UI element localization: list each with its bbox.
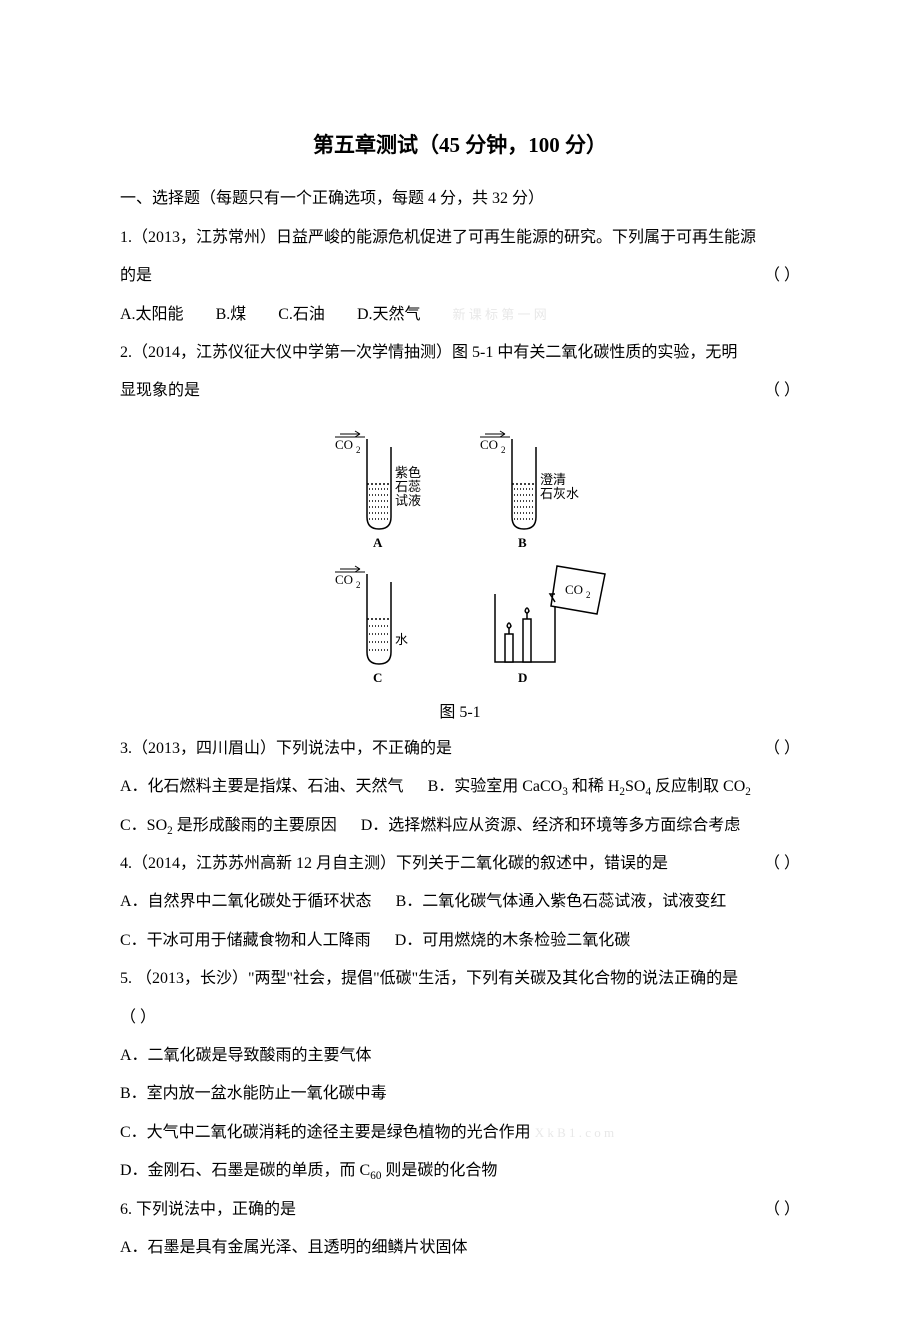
answer-blank: （ ） [764,730,800,768]
q2-stem-end: 显现象的是 [120,372,200,410]
svg-text:石蕊: 石蕊 [395,479,421,494]
svg-text:A: A [373,535,383,550]
svg-text:紫色: 紫色 [395,465,421,480]
svg-text:B: B [518,535,527,550]
q3-opt-a: A．化石燃料主要是指煤、石油、天然气 [120,778,404,795]
svg-text:水: 水 [395,632,408,647]
svg-text:2: 2 [356,445,361,455]
q5-c-text: C．大气中二氧化碳消耗的途径主要是绿色植物的光合作用 [120,1124,531,1141]
q1-options: A.太阳能 B.煤 C.石油 D.天然气 新 课 标 第 一 网 [120,296,800,334]
figure-5-1: CO2 紫色 石蕊 试液 A CO2 [120,419,800,722]
page-title: 第五章测试（45 分钟，100 分） [120,120,800,170]
q5-line2: （ ） [120,999,800,1037]
svg-text:石灰水: 石灰水 [540,486,579,501]
q4-text: 4.（2014，江苏苏州高新 12 月自主测）下列关于二氧化碳的叙述中，错误的是 [120,845,668,883]
page-container: 第五章测试（45 分钟，100 分） 一、选择题（每题只有一个正确选项，每题 4… [0,0,920,1327]
svg-text:CO: CO [480,437,498,452]
q4-opt-d: D．可用燃烧的木条检验二氧化碳 [395,932,631,949]
svg-text:C: C [373,670,382,685]
svg-text:2: 2 [356,580,361,590]
q3-opt-d: D．选择燃料应从资源、经济和环境等多方面综合考虑 [361,817,741,834]
q1-opt-c: C.石油 [278,306,325,323]
q5-opt-c: C．大气中二氧化碳消耗的途径主要是绿色植物的光合作用 X k B 1 . c o… [120,1114,800,1152]
q1-line1: 1.（2013，江苏常州）日益严峻的能源危机促进了可再生能源的研究。下列属于可再… [120,219,800,257]
svg-text:澄清: 澄清 [540,472,566,487]
q3-text: 3.（2013，四川眉山）下列说法中，不正确的是 [120,730,452,768]
q2-line1: 2.（2014，江苏仪征大仪中学第一次学情抽测）图 5-1 中有关二氧化碳性质的… [120,334,800,372]
svg-text:CO: CO [335,572,353,587]
svg-text:CO: CO [565,582,583,597]
q3-stem: 3.（2013，四川眉山）下列说法中，不正确的是 （ ） [120,730,800,768]
q3-cd: C．SO2 是形成酸雨的主要原因 D．选择燃料应从资源、经济和环境等多方面综合考… [120,807,800,845]
answer-blank: （ ） [764,257,800,295]
q3-opt-c: C．SO2 是形成酸雨的主要原因 [120,817,337,834]
q2-line2: 显现象的是 （ ） [120,372,800,410]
q5-opt-a: A．二氧化碳是导致酸雨的主要气体 [120,1037,800,1075]
q1-line2: 的是 （ ） [120,257,800,295]
svg-text:2: 2 [586,590,591,600]
q1-stem-end: 的是 [120,257,152,295]
svg-text:2: 2 [501,445,506,455]
q3-ab: A．化石燃料主要是指煤、石油、天然气 B．实验室用 CaCO3 和稀 H2SO4… [120,768,800,806]
svg-text:D: D [518,670,527,685]
q5-opt-b: B．室内放一盆水能防止一氧化碳中毒 [120,1075,800,1113]
figure-caption: 图 5-1 [120,703,800,722]
q5-line1: 5. （2013，长沙）"两型"社会，提倡"低碳"生活，下列有关碳及其化合物的说… [120,960,800,998]
q4-stem: 4.（2014，江苏苏州高新 12 月自主测）下列关于二氧化碳的叙述中，错误的是… [120,845,800,883]
q1-opt-a: A.太阳能 [120,306,184,323]
q4-cd: C．干冰可用于储藏食物和人工降雨 D．可用燃烧的木条检验二氧化碳 [120,922,800,960]
q1-opt-d: D.天然气 [357,306,421,323]
answer-blank: （ ） [764,1191,800,1229]
svg-text:CO: CO [335,437,353,452]
q4-opt-b: B．二氧化碳气体通入紫色石蕊试液，试液变红 [396,893,727,910]
watermark: X k B 1 . c o m [535,1125,614,1140]
q4-opt-c: C．干冰可用于储藏食物和人工降雨 [120,932,371,949]
answer-blank: （ ） [764,845,800,883]
q4-opt-a: A．自然界中二氧化碳处于循环状态 [120,893,372,910]
q5-opt-d: D．金刚石、石墨是碳的单质，而 C60 则是碳的化合物 [120,1152,800,1190]
q4-ab: A．自然界中二氧化碳处于循环状态 B．二氧化碳气体通入紫色石蕊试液，试液变红 [120,883,800,921]
svg-text:试液: 试液 [395,493,421,508]
q6-opt-a: A．石墨是具有金属光泽、且透明的细鳞片状固体 [120,1229,800,1267]
section-header: 一、选择题（每题只有一个正确选项，每题 4 分，共 32 分） [120,180,800,218]
q6-stem: 6. 下列说法中，正确的是 （ ） [120,1191,800,1229]
q6-text: 6. 下列说法中，正确的是 [120,1191,296,1229]
answer-blank: （ ） [764,372,800,410]
watermark: 新 课 标 第 一 网 [453,307,547,322]
q3-opt-b: B．实验室用 CaCO3 和稀 H2SO4 反应制取 CO2 [428,778,751,795]
q1-opt-b: B.煤 [216,306,247,323]
